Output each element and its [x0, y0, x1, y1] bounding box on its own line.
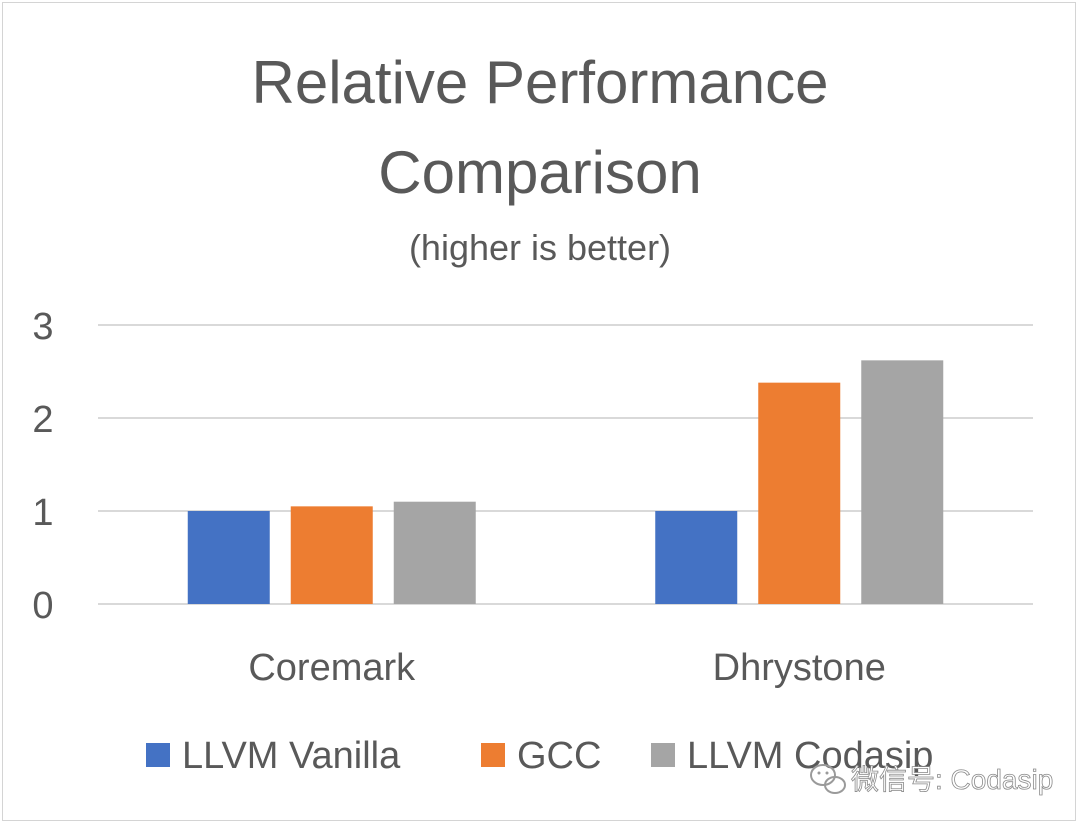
y-tick-label-2: 2 [32, 399, 53, 441]
bar-chart: Relative Performance Comparison (higher … [32, 49, 1054, 795]
legend-label-llvm-vanilla: LLVM Vanilla [182, 735, 401, 777]
legend-label-llvm-codasip: LLVM Codasip [687, 735, 933, 777]
legend-swatch-llvm-vanilla [146, 743, 170, 767]
bar-coremark-llvm-vanilla [187, 511, 270, 604]
bar-coremark-gcc [290, 506, 373, 604]
watermark-text: 微信号: Codasip [851, 764, 1053, 795]
y-axis-tick-labels: 0 1 2 3 [32, 306, 53, 627]
legend-label-gcc: GCC [517, 735, 601, 777]
chart-title-line-1: Relative Performance [252, 49, 829, 116]
bar-dhrystone-gcc [758, 382, 841, 604]
legend-swatch-gcc [481, 743, 505, 767]
bars [187, 360, 944, 604]
y-tick-label-0: 0 [32, 585, 53, 627]
watermark: 微信号: Codasip [810, 764, 1054, 795]
x-axis-tick-labels: Coremark Dhrystone [248, 647, 886, 689]
y-tick-label-3: 3 [32, 306, 53, 348]
legend-swatch-llvm-codasip [651, 743, 675, 767]
chart-title-line-2: Comparison [378, 139, 701, 206]
bar-dhrystone-llvm-vanilla [655, 511, 738, 604]
x-tick-label-dhrystone: Dhrystone [713, 647, 886, 689]
bar-coremark-llvm-codasip [393, 501, 476, 604]
x-tick-label-coremark: Coremark [248, 647, 416, 689]
legend: LLVM Vanilla GCC LLVM Codasip [146, 735, 933, 777]
y-tick-label-1: 1 [32, 492, 53, 534]
wechat-icon [810, 764, 846, 794]
chart-subtitle: (higher is better) [409, 227, 671, 268]
bar-dhrystone-llvm-codasip [861, 360, 944, 604]
